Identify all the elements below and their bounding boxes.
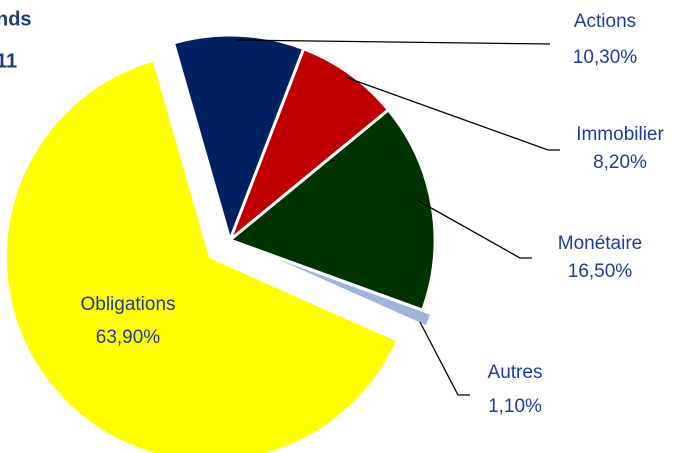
- chart-subtitle: 11: [0, 50, 17, 72]
- chart-title: nds: [0, 8, 32, 30]
- slice-label: Immobilier: [576, 124, 664, 145]
- slice-value: 8,20%: [593, 152, 647, 173]
- pie-slice: [171, 33, 306, 245]
- leader-line: [344, 76, 560, 151]
- leader-line: [416, 199, 532, 259]
- pie-slice: [226, 46, 391, 245]
- pie-slice: [238, 242, 434, 329]
- slice-label: Monétaire: [558, 233, 643, 254]
- leader-line: [419, 321, 470, 396]
- pie-slice: [3, 58, 400, 453]
- slice-value: 10,30%: [573, 47, 638, 68]
- leader-line: [236, 39, 551, 45]
- slice-value: 1,10%: [488, 396, 542, 417]
- slice-label: Actions: [574, 11, 636, 32]
- slice-label: Obligations: [80, 294, 175, 315]
- pie-slice: [227, 107, 437, 313]
- slice-value: 16,50%: [568, 261, 633, 282]
- slice-value: 63,90%: [96, 327, 161, 348]
- slice-label: Autres: [488, 362, 543, 383]
